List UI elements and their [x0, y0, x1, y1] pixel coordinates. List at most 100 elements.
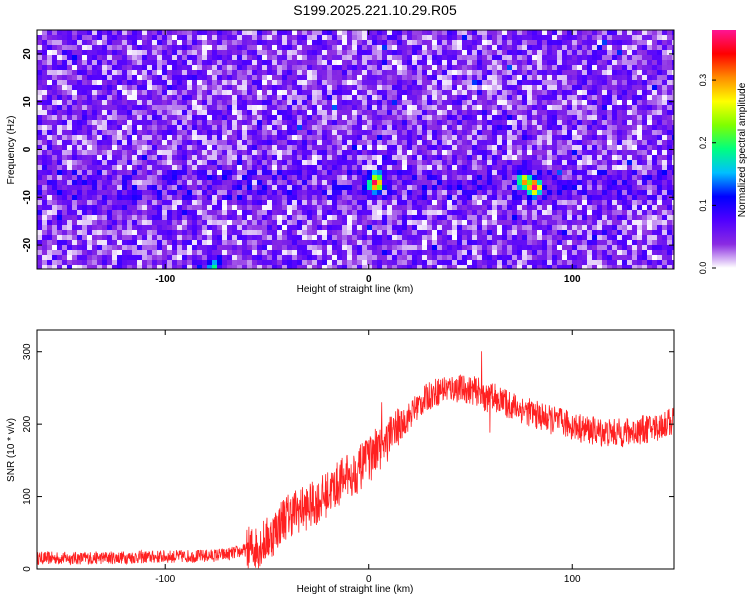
heatmap-cell [332, 160, 337, 165]
heatmap-cell [602, 115, 607, 120]
heatmap-cell [102, 200, 107, 205]
heatmap-cell [427, 135, 432, 140]
heatmap-cell [232, 90, 237, 95]
heatmap-cell [662, 195, 667, 200]
heatmap-cell [252, 55, 257, 60]
heatmap-cell [377, 190, 382, 195]
heatmap-cell [122, 160, 127, 165]
heatmap-cell [552, 120, 557, 125]
heatmap-cell [522, 85, 527, 90]
heatmap-cell [422, 40, 427, 45]
heatmap-cell [357, 210, 362, 215]
heatmap-cell [352, 175, 357, 180]
heatmap-cell [617, 30, 622, 35]
heatmap-cell [592, 180, 597, 185]
heatmap-cell [112, 180, 117, 185]
heatmap-cell [122, 35, 127, 40]
figure-title: S199.2025.221.10.29.R05 [293, 2, 457, 18]
heatmap-cell [232, 145, 237, 150]
heatmap-cell [547, 200, 552, 205]
heatmap-cell [232, 135, 237, 140]
heatmap-cell [412, 60, 417, 65]
heatmap-cell [322, 190, 327, 195]
heatmap-cell [362, 105, 367, 110]
heatmap-cell [387, 110, 392, 115]
heatmap-cell [217, 130, 222, 135]
heatmap-cell [347, 65, 352, 70]
heatmap-cell [187, 115, 192, 120]
heatmap-cell [387, 85, 392, 90]
heatmap-cell [597, 205, 602, 210]
heatmap-cell [657, 50, 662, 55]
heatmap-cell [187, 200, 192, 205]
heatmap-cell [272, 40, 277, 45]
heatmap-cell [162, 50, 167, 55]
heatmap-cell [632, 90, 637, 95]
heatmap-cell [97, 180, 102, 185]
heatmap-cell [632, 30, 637, 35]
heatmap-cell [382, 55, 387, 60]
heatmap-cell [562, 100, 567, 105]
heatmap-cell [62, 40, 67, 45]
heatmap-cell [647, 65, 652, 70]
heatmap-cell [312, 175, 317, 180]
heatmap-cell [172, 175, 177, 180]
heatmap-cell [267, 50, 272, 55]
heatmap-cell [167, 220, 172, 225]
heatmap-cell [87, 215, 92, 220]
heatmap-cell [472, 140, 477, 145]
heatmap-cell [212, 175, 217, 180]
heatmap-cell [302, 115, 307, 120]
heatmap-cell [672, 30, 674, 35]
heatmap-cell [127, 190, 132, 195]
heatmap-cell [487, 70, 492, 75]
heatmap-cell [602, 95, 607, 100]
heatmap-cell [402, 110, 407, 115]
heatmap-cell [397, 140, 402, 145]
heatmap-cell [212, 195, 217, 200]
heatmap-cell [282, 125, 287, 130]
heatmap-cell [577, 110, 582, 115]
heatmap-cell [637, 75, 642, 80]
heatmap-cell [322, 170, 327, 175]
heatmap-cell [607, 115, 612, 120]
heatmap-cell [472, 180, 477, 185]
heatmap-cell [647, 165, 652, 170]
heatmap-cell [542, 200, 547, 205]
heatmap-cell [422, 130, 427, 135]
heatmap-cell [82, 115, 87, 120]
heatmap-cell [152, 75, 157, 80]
heatmap-cell [47, 75, 52, 80]
heatmap-cell [652, 185, 657, 190]
heatmap-cell [382, 215, 387, 220]
heatmap-cell [612, 140, 617, 145]
heatmap-cell [577, 160, 582, 165]
heatmap-cell [592, 120, 597, 125]
heatmap-cell [77, 80, 82, 85]
heatmap-cell [527, 120, 532, 125]
heatmap-cell [312, 155, 317, 160]
heatmap-cell [267, 190, 272, 195]
heatmap-cell [637, 120, 642, 125]
heatmap-cell [592, 185, 597, 190]
heatmap-cell [332, 220, 337, 225]
heatmap-cell [437, 165, 442, 170]
heatmap-cell [47, 30, 52, 35]
heatmap-cell [367, 50, 372, 55]
heatmap-cell [482, 95, 487, 100]
heatmap-cell [432, 100, 437, 105]
heatmap-cell [97, 45, 102, 50]
heatmap-cell [407, 95, 412, 100]
heatmap-cell [207, 55, 212, 60]
heatmap-cell [372, 135, 377, 140]
heatmap-cell [157, 150, 162, 155]
heatmap-cell [467, 165, 472, 170]
heatmap-cell [662, 175, 667, 180]
heatmap-cell [322, 155, 327, 160]
heatmap-cell [142, 55, 147, 60]
heatmap-cell [137, 40, 142, 45]
heatmap-cell [87, 210, 92, 215]
heatmap-cell [172, 140, 177, 145]
heatmap-cell [647, 160, 652, 165]
heatmap-cell [207, 50, 212, 55]
